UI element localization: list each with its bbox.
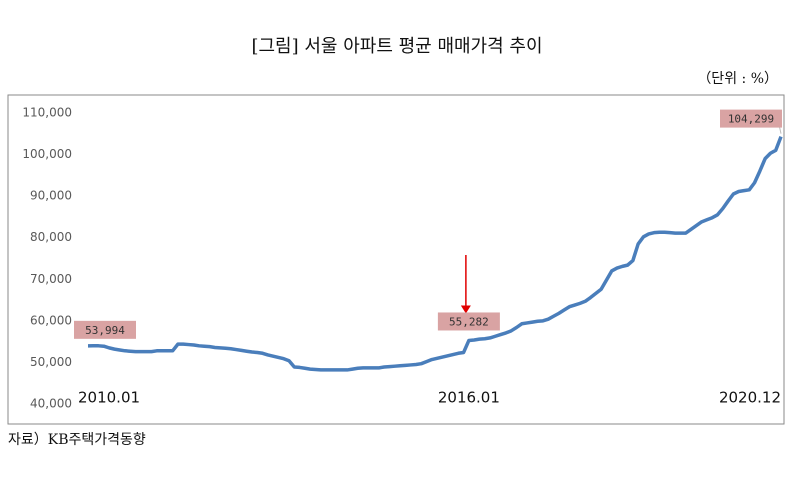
data-line bbox=[87, 135, 783, 372]
value-label-box bbox=[720, 109, 782, 128]
y-tick-label: 110,000 bbox=[22, 105, 72, 119]
value-label: 53,994 bbox=[85, 324, 125, 337]
y-tick-label: 90,000 bbox=[30, 189, 72, 203]
y-tick-label: 50,000 bbox=[30, 355, 72, 369]
value-label: 55,282 bbox=[449, 315, 489, 328]
y-tick-label: 70,000 bbox=[30, 272, 72, 286]
value-label-box bbox=[437, 312, 500, 331]
chart-title: [그림] 서울 아파트 평균 매매가격 추이 bbox=[251, 36, 542, 57]
plot-frame bbox=[7, 94, 785, 425]
value-label-box bbox=[74, 320, 136, 339]
source-note: 자료）KB주택가격동향 bbox=[8, 432, 146, 448]
x-tick-label: 2016.01 bbox=[438, 389, 500, 407]
arrow-head bbox=[460, 305, 471, 314]
y-tick-label: 40,000 bbox=[30, 397, 72, 411]
x-tick-label: 2020.12 bbox=[719, 389, 781, 407]
y-tick-label: 80,000 bbox=[30, 230, 72, 244]
y-tick-label: 60,000 bbox=[30, 313, 72, 327]
y-tick-label: 100,000 bbox=[22, 147, 72, 161]
x-tick-label: 2010.01 bbox=[78, 389, 140, 407]
unit-note: （단위 : %） bbox=[697, 71, 778, 87]
value-label: 104,299 bbox=[728, 113, 774, 126]
